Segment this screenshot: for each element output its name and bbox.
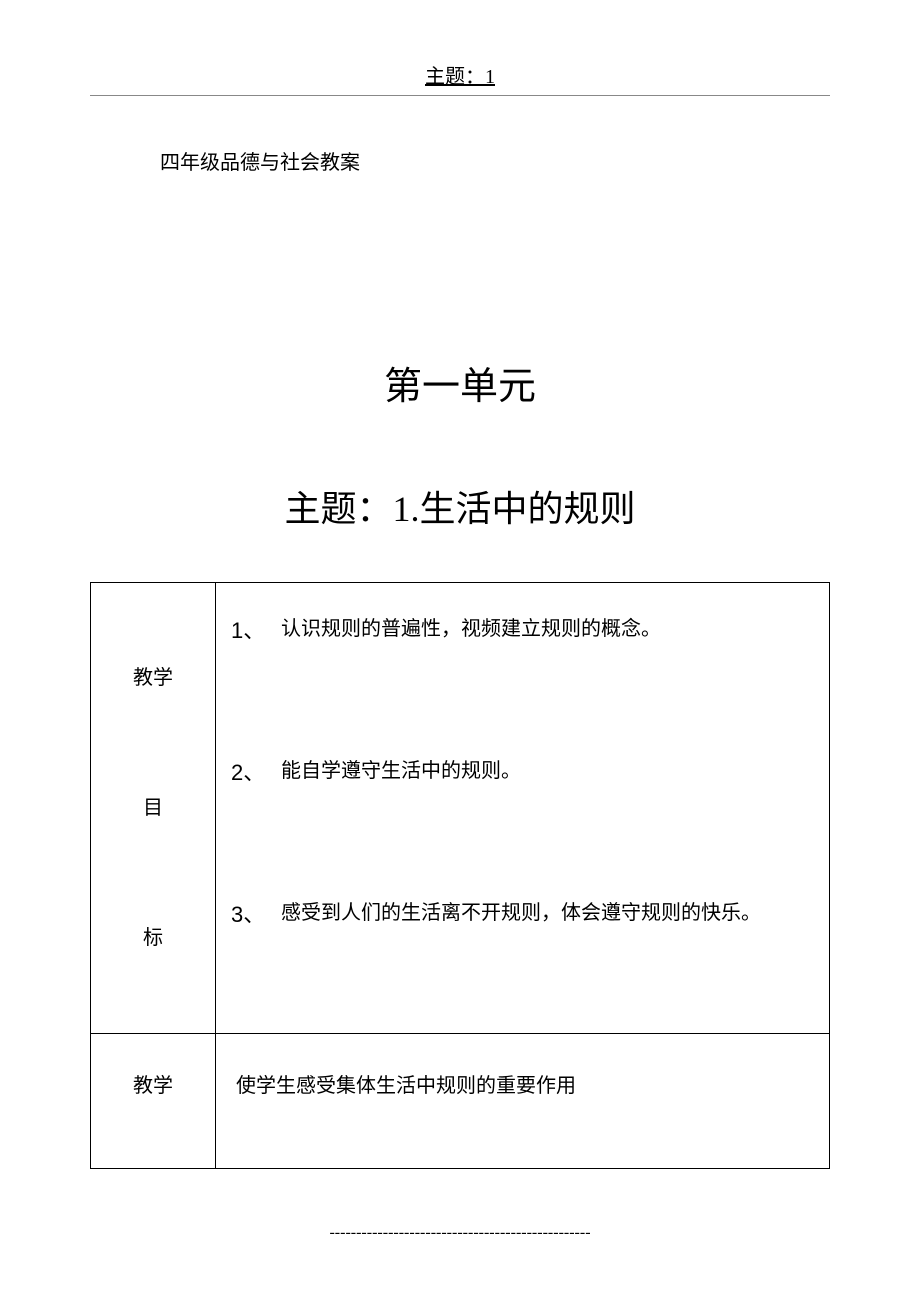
goal-number: 3、 — [231, 897, 281, 929]
lesson-table: 教学 目 标 1、 认识规则的普遍性，视频建立规则的概念。 2、 能自学遵守生活… — [90, 582, 830, 1169]
row2-content-cell: 使学生感受集体生活中规则的重要作用 — [216, 1034, 830, 1169]
goal-text: 感受到人们的生活离不开规则，体会遵守规则的快乐。 — [281, 897, 761, 929]
goal-text: 能自学遵守生活中的规则。 — [281, 755, 521, 787]
unit-title: 第一单元 — [90, 355, 830, 410]
table-row: 教学 目 标 1、 认识规则的普遍性，视频建立规则的概念。 2、 能自学遵守生活… — [91, 583, 830, 1034]
goal-item: 3、 感受到人们的生活离不开规则，体会遵守规则的快乐。 — [231, 897, 809, 929]
goals-label-1: 教学 — [101, 613, 205, 743]
topic-title: 主题：1.生活中的规则 — [90, 480, 830, 532]
goal-item: 2、 能自学遵守生活中的规则。 — [231, 755, 809, 787]
running-header: 主题：1 — [90, 60, 830, 89]
goal-item: 1、 认识规则的普遍性，视频建立规则的概念。 — [231, 613, 809, 645]
goals-label-3: 标 — [101, 873, 205, 1003]
goal-number: 1、 — [231, 613, 281, 645]
document-subtitle: 四年级品德与社会教案 — [160, 146, 830, 175]
table-row: 教学 使学生感受集体生活中规则的重要作用 — [91, 1034, 830, 1169]
row2-label-cell: 教学 — [91, 1034, 216, 1169]
goals-label-2: 目 — [101, 743, 205, 873]
footer-dashes: ----------------------------------------… — [0, 1224, 920, 1242]
goal-number: 2、 — [231, 755, 281, 787]
goals-content-cell: 1、 认识规则的普遍性，视频建立规则的概念。 2、 能自学遵守生活中的规则。 3… — [216, 583, 830, 1034]
header-rule — [90, 95, 830, 96]
goal-text: 认识规则的普遍性，视频建立规则的概念。 — [281, 613, 661, 645]
goals-label-cell: 教学 目 标 — [91, 583, 216, 1034]
